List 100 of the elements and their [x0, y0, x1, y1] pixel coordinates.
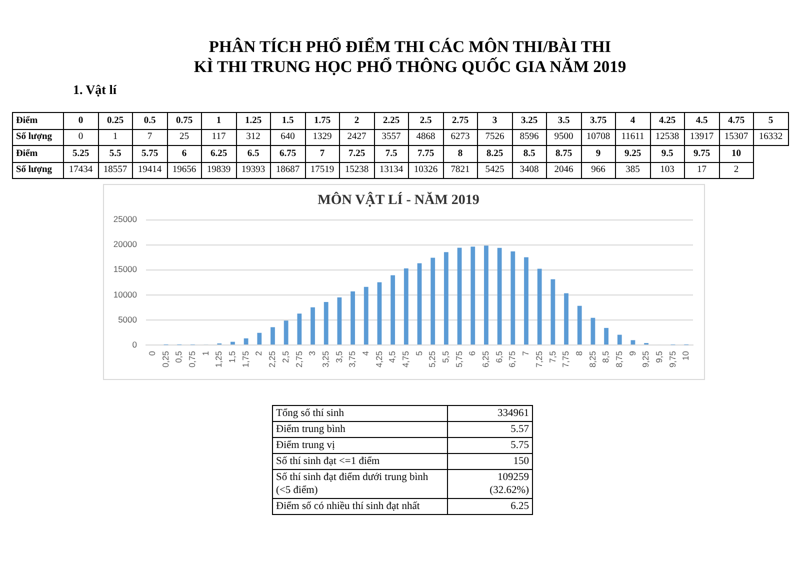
bar	[484, 246, 488, 344]
bar	[537, 268, 542, 344]
x-tick-label: 8	[443, 146, 478, 162]
x-tick-label: 8.5	[512, 146, 546, 162]
bar	[324, 302, 328, 344]
data-label: 13917	[684, 129, 719, 146]
x-tick-label: 8,75	[614, 350, 624, 368]
x-tick-label: 3.25	[512, 112, 546, 129]
x-tick-label: 1	[200, 350, 210, 356]
x-tick-label: 7,75	[560, 350, 571, 368]
x-tick-label: 6,5	[494, 350, 504, 363]
bar	[390, 275, 396, 344]
text: Điểm số có nhiều thí sinh đạt nhất	[272, 498, 448, 514]
data-label: 12538	[650, 129, 684, 146]
data-label: 18557	[98, 162, 132, 178]
data-label: 18687	[270, 162, 305, 178]
x-tick-label: 4	[616, 112, 650, 129]
chart-title: MÔN VẬT LÍ - NĂM 2019	[318, 191, 480, 208]
x-tick-label: 3.5	[546, 112, 581, 129]
x-tick-label: 3,5	[334, 350, 344, 363]
bar	[297, 314, 302, 344]
x-tick-label: 5	[754, 112, 788, 129]
x-tick-label: 8,5	[600, 350, 611, 363]
bar	[284, 320, 288, 344]
x-tick-label: 9.25	[616, 146, 650, 162]
text: 1. Vật lí	[73, 82, 116, 97]
data-label: 15307	[719, 129, 754, 146]
x-tick-label: 8.25	[478, 146, 512, 162]
data-label: 0	[64, 129, 98, 146]
x-tick-label: 7	[305, 146, 340, 162]
data-label: 312	[236, 129, 270, 146]
x-tick-label: 5	[414, 350, 424, 356]
x-tick-label: 2,25	[267, 350, 278, 368]
x-tick-label: 0	[147, 350, 158, 356]
x-tick-label: 1	[202, 112, 236, 129]
bar	[377, 282, 382, 344]
x-tick-label: 9	[627, 350, 638, 356]
x-tick-label: 0.5	[132, 112, 167, 129]
x-tick-label: 5,5	[440, 350, 451, 363]
x-tick-label: 7.75	[408, 146, 443, 162]
data-label: 385	[616, 162, 650, 178]
x-tick-label: 2.5	[408, 112, 443, 129]
chart-subtitle: KÌ THI TRUNG HỌC PHỔ THÔNG QUỐC GIA NĂM 2019	[192, 57, 628, 77]
x-tick-label: 9,5	[654, 350, 664, 363]
data-label: 19839	[202, 162, 236, 178]
bar	[270, 327, 275, 344]
x-tick-label: 2.75	[443, 112, 478, 129]
y-tick-label: 5000	[118, 314, 138, 324]
bar	[630, 340, 636, 344]
x-tick-label: 5.25	[64, 146, 98, 162]
x-tick-label: 1.5	[270, 112, 305, 129]
data-label: 15238	[340, 162, 374, 178]
data-label: 6273	[443, 129, 478, 146]
y-tick-label: 20000	[113, 239, 138, 250]
x-tick-label: 8.75	[546, 146, 581, 162]
data-label: 10326	[408, 162, 443, 178]
x-tick-label: 9	[581, 146, 616, 162]
x-tick-label: 6.25	[202, 146, 236, 162]
x-tick-label: 6.5	[236, 146, 270, 162]
x-tick-label: 0.75	[167, 112, 202, 129]
data-label: 19656	[167, 162, 202, 178]
x-tick-label: 0.25	[98, 112, 132, 129]
x-tick-label: 5.75	[132, 146, 167, 162]
data-label: 103	[650, 162, 684, 178]
data-label: 4868	[408, 129, 443, 146]
x-tick-label: 1.75	[305, 112, 340, 129]
bar	[230, 342, 235, 344]
data-label: 11611	[616, 129, 650, 146]
bar	[617, 334, 622, 344]
x-tick-label: 4.25	[650, 112, 684, 129]
data-label: 19414	[132, 162, 167, 178]
x-tick-label: 2.25	[374, 112, 408, 129]
text: Tổng số thí sinh	[272, 406, 448, 422]
bar	[457, 248, 462, 344]
bar	[497, 248, 502, 344]
x-tick-label: 9.5	[650, 146, 684, 162]
x-tick-label: 0,25	[160, 350, 170, 368]
x-tick-label: 4.75	[719, 112, 754, 129]
x-tick-label: 4,5	[387, 350, 398, 363]
bar	[364, 286, 368, 344]
x-tick-label: 4.5	[684, 112, 719, 129]
x-tick-label: 2	[340, 112, 374, 129]
data-label: 13134	[374, 162, 408, 178]
x-tick-label: 6	[467, 350, 478, 356]
x-tick-label: 4,75	[400, 350, 410, 368]
data-label: 25	[167, 129, 202, 146]
x-tick-label: 6,75	[507, 350, 518, 368]
x-tick-label: 9,25	[640, 350, 651, 368]
text: Điểm trung vị	[272, 438, 448, 454]
x-tick-label: 3	[478, 112, 512, 129]
x-tick-label: 9.75	[684, 146, 719, 162]
x-tick-label: 4	[360, 350, 370, 356]
data-label: 17	[684, 162, 719, 178]
bar	[604, 328, 608, 344]
text: 334961	[448, 406, 532, 422]
data-label: 17434	[64, 162, 98, 178]
x-axis-title: Điểm	[12, 112, 64, 129]
text: Số thí sinh đạt <=1 điểm	[272, 454, 448, 470]
chart-title: PHÂN TÍCH PHỔ ĐIỂM THI CÁC MÔN THI/BÀI THI	[208, 37, 612, 57]
x-axis-title: Điểm	[12, 146, 64, 162]
